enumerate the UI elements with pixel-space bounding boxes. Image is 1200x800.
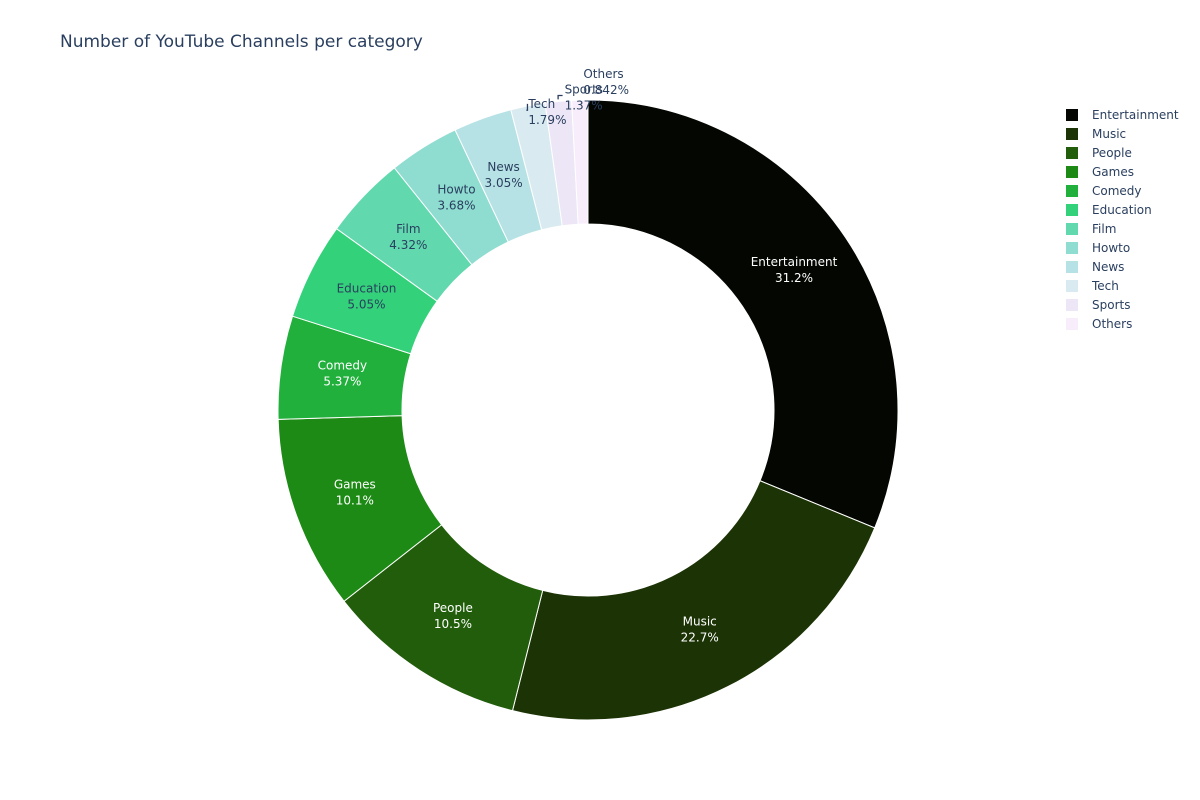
slice-others[interactable] — [571, 99, 589, 225]
legend-label: News — [1092, 259, 1125, 274]
legend-item-people[interactable]: People — [1066, 143, 1179, 162]
legend-swatch — [1066, 203, 1078, 216]
slice-label-people: People 10.5% — [433, 601, 473, 631]
legend-label: People — [1092, 145, 1132, 160]
slice-label-film: Film 4.32% — [389, 222, 427, 252]
chart-title: Number of YouTube Channels per category — [60, 32, 423, 52]
legend-item-education[interactable]: Education — [1066, 200, 1179, 219]
slice-label-tech: Tech 1.79% — [527, 97, 566, 127]
legend-item-howto[interactable]: Howto — [1066, 238, 1179, 257]
legend-swatch — [1066, 279, 1078, 292]
legend-item-film[interactable]: Film — [1066, 219, 1179, 238]
legend-swatch — [1066, 222, 1078, 235]
legend-item-tech[interactable]: Tech — [1066, 276, 1179, 295]
legend-swatch — [1066, 184, 1078, 197]
slice-label-education: Education 5.05% — [337, 282, 397, 312]
legend-swatch — [1066, 108, 1078, 121]
legend-label: Sports — [1092, 297, 1131, 312]
legend-item-music[interactable]: Music — [1066, 124, 1179, 143]
legend-item-others[interactable]: Others — [1066, 314, 1179, 333]
legend-label: Film — [1092, 221, 1117, 236]
legend-item-games[interactable]: Games — [1066, 162, 1179, 181]
legend-label: Tech — [1092, 278, 1119, 293]
legend-label: Education — [1092, 202, 1152, 217]
legend-swatch — [1066, 241, 1078, 254]
legend-label: Howto — [1092, 240, 1131, 255]
legend-swatch — [1066, 165, 1078, 178]
legend-item-entertainment[interactable]: Entertainment — [1066, 105, 1179, 124]
legend-swatch — [1066, 127, 1078, 140]
legend-swatch — [1066, 317, 1078, 330]
leader-line-sports — [557, 94, 563, 100]
slice-label-games: Games 10.1% — [334, 477, 376, 507]
slice-music[interactable] — [511, 480, 876, 721]
legend-swatch — [1066, 146, 1078, 159]
slice-label-news: News 3.05% — [485, 160, 523, 190]
slice-label-howto: Howto 3.68% — [437, 183, 475, 213]
slice-entertainment[interactable] — [587, 99, 899, 529]
legend: Entertainment Music People Games Comedy Educa… — [1066, 105, 1179, 333]
legend-label: Others — [1092, 316, 1133, 331]
slice-label-others: Others 0.842% — [583, 67, 629, 97]
legend-swatch — [1066, 298, 1078, 311]
legend-swatch — [1066, 260, 1078, 273]
slice-label-sports: Sports 1.37% — [565, 83, 603, 113]
legend-item-comedy[interactable]: Comedy — [1066, 181, 1179, 200]
slice-label-entertainment: Entertainment 31.2% — [751, 255, 838, 285]
legend-item-news[interactable]: News — [1066, 257, 1179, 276]
legend-item-sports[interactable]: Sports — [1066, 295, 1179, 314]
slice-label-comedy: Comedy 5.37% — [318, 359, 368, 389]
legend-label: Music — [1092, 126, 1127, 141]
leader-line-tech — [526, 103, 529, 111]
legend-label: Entertainment — [1092, 107, 1179, 122]
slice-label-music: Music 22.7% — [681, 614, 719, 644]
legend-label: Comedy — [1092, 183, 1142, 198]
legend-label: Games — [1092, 164, 1134, 179]
